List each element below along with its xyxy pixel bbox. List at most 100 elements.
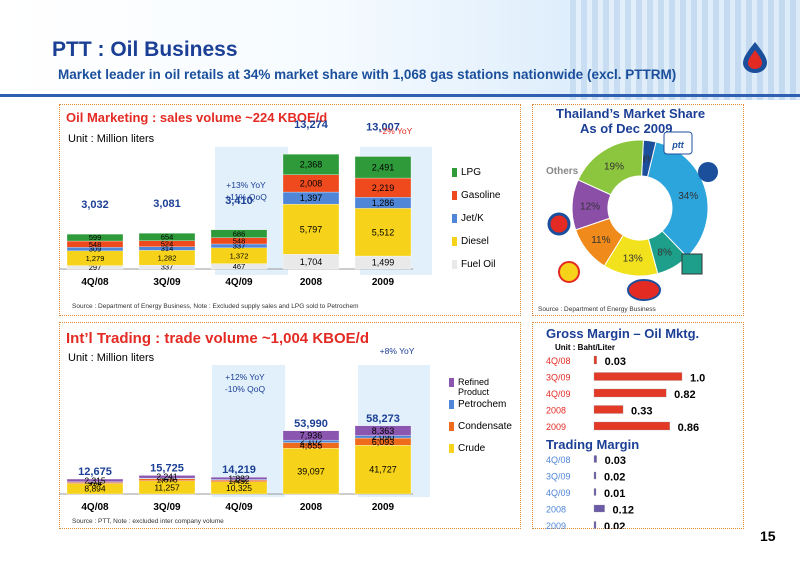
ptt-flame-logo-icon	[743, 42, 767, 73]
total-label-3q-09: 15,725	[150, 462, 184, 474]
bar-lpg-4q-09	[210, 229, 268, 238]
data-label-crude-3q-09: 11,257	[154, 482, 180, 492]
x-tick-2008: 2008	[300, 502, 323, 513]
trading_margin-value-2008: 0.12	[613, 505, 634, 517]
legend-label-jet-k: Jet/K	[461, 213, 484, 224]
marketing-2009-yoy-annotation: -2% YoY	[380, 126, 413, 136]
data-label-gasoline-4q-09: 548	[233, 236, 246, 245]
data-label-lpg-3q-09: 654	[161, 233, 174, 242]
header-divider	[0, 94, 800, 97]
x-tick-2008: 2008	[300, 277, 323, 288]
data-label-petrochem-2009: 2,090	[372, 432, 395, 442]
gross_margin-value-2009: 0.86	[678, 422, 699, 434]
legend-swatch-diesel	[452, 237, 457, 246]
data-label-diesel-4q-09: 1,372	[230, 251, 249, 260]
trading-margin-title: Trading Margin	[546, 437, 640, 452]
total-label-4q-08: 3,032	[81, 199, 109, 211]
market-share-title-line1: Thailand’s Market Share	[556, 106, 706, 121]
trading_margin-bar-3q-09	[593, 471, 597, 480]
data-label-condensate-4q-09: 1,492	[228, 476, 250, 486]
data-label-petrochem-3q-09: 549	[160, 473, 174, 483]
data-label-gasoline-2008: 2,008	[300, 178, 323, 188]
bar-crude-2009	[354, 445, 412, 495]
gross_margin-category-4q-08: 4Q/08	[546, 356, 571, 366]
data-label-gasoline-2009: 2,219	[372, 183, 395, 193]
intl-trading-source: Source : PTT, Note : excluded inter comp…	[72, 518, 224, 525]
x-tick-4q-09: 4Q/09	[225, 502, 253, 513]
slice-others	[577, 139, 644, 196]
data-label-gasoline-4q-08: 548	[89, 240, 102, 249]
header-building-graphic	[570, 0, 800, 100]
data-label-refined-product-4q-08: 2,315	[84, 475, 106, 485]
total-label-2009: 58,273	[366, 413, 400, 425]
gross_margin-bar-4q-09	[593, 388, 667, 398]
total-label-2008: 53,990	[294, 418, 328, 430]
data-label-jet-k-2009: 1,286	[372, 198, 395, 208]
trading-qoq-annotation: -10% QoQ	[225, 384, 266, 394]
data-label-fuel-oil-3q-09: 337	[161, 263, 174, 272]
data-label-condensate-2008: 4,855	[300, 441, 323, 451]
margin-panel	[532, 322, 744, 529]
data-label-condensate-4q-08: 994	[88, 478, 102, 488]
x-tick-3q-09: 3Q/09	[153, 277, 181, 288]
oil-marketing-source: Source : Department of Energy Business, …	[72, 303, 359, 310]
data-label-refined-product-2008: 7,936	[300, 431, 323, 441]
bar-refined-product-2008	[282, 430, 340, 441]
slice-label-pttrm: 3%	[640, 155, 655, 166]
data-label-crude-2009: 41,727	[369, 465, 397, 475]
trading_margin-bar-4q-09	[593, 488, 597, 496]
gross_margin-bar-2008	[593, 405, 624, 414]
gross_margin-value-4q-09: 0.82	[674, 389, 695, 401]
total-label-3q-09: 3,081	[153, 198, 181, 210]
trading_margin-category-4q-08: 4Q/08	[546, 455, 571, 465]
legend-swatch-gasoline	[452, 191, 457, 200]
header-banner	[0, 0, 800, 100]
data-label-petrochem-2008: 2,102	[300, 436, 323, 446]
total-label-2008: 13,274	[294, 119, 329, 131]
data-label-refined-product-3q-09: 2,241	[156, 472, 178, 482]
data-label-lpg-2009: 2,491	[372, 162, 395, 172]
page-subtitle: Market leader in oil retails at 34% mark…	[58, 67, 677, 82]
legend-label-lpg: LPG	[461, 167, 481, 178]
page-title: PTT : Oil Business	[52, 38, 238, 61]
data-label-petrochem-4q-08: 472	[88, 477, 102, 487]
data-label-fuel-oil-4q-08: 297	[89, 263, 102, 272]
trading_margin-category-4q-09: 4Q/09	[546, 488, 571, 498]
slice-ptt	[646, 141, 709, 258]
legend-swatch-refined-product	[449, 378, 454, 387]
market-share-donut-chart: 3% 34% 8% 13% 11% 12% 19% Others ptt	[546, 131, 718, 301]
data-label-lpg-4q-08: 599	[89, 233, 102, 242]
bar-lpg-2009	[354, 156, 412, 179]
data-label-diesel-2009: 5,512	[372, 227, 395, 237]
slice-label-bangchak: 8%	[657, 248, 672, 259]
gross_margin-category-3q-09: 3Q/09	[546, 373, 571, 383]
data-label-jet-k-3q-09: 314	[161, 244, 174, 253]
legend-label-condensate: Condensate	[458, 421, 512, 432]
marketing-yoy-annotation: +13% YoY	[226, 180, 266, 190]
legend-label-fuel-oil: Fuel Oil	[461, 259, 495, 270]
oil-marketing-title: Oil Marketing : sales volume ~224 KBOE/d	[66, 110, 328, 125]
data-label-petrochem-4q-09: 520	[232, 475, 246, 485]
data-label-crude-4q-09: 10,325	[226, 483, 252, 493]
legend-swatch-jet-k	[452, 214, 457, 223]
x-tick-4q-08: 4Q/08	[81, 277, 109, 288]
gross_margin-value-4q-08: 0.03	[605, 356, 626, 368]
bar-lpg-2008	[282, 154, 340, 175]
slice-label-shell: 11%	[591, 235, 610, 246]
trading_margin-bar-4q-08	[593, 455, 597, 463]
legend-swatch-crude	[449, 444, 454, 453]
bar-diesel-2008	[282, 203, 340, 255]
data-label-crude-4q-08: 8,894	[84, 484, 106, 494]
gross_margin-bar-3q-09	[593, 372, 683, 381]
bar-refined-product-3q-09	[138, 475, 196, 479]
data-label-diesel-4q-08: 1,279	[86, 254, 105, 263]
x-tick-4q-08: 4Q/08	[81, 502, 109, 513]
gross_margin-bar-4q-08	[593, 355, 597, 365]
data-label-diesel-2008: 5,797	[300, 224, 323, 234]
market-share-title-line2: As of Dec 2009	[580, 121, 673, 136]
bar-refined-product-4q-08	[66, 478, 124, 482]
bar-lpg-3q-09	[138, 233, 196, 241]
gross_margin-value-3q-09: 1.0	[690, 373, 705, 385]
market-share-source: Source : Department of Energy Business	[538, 306, 656, 313]
